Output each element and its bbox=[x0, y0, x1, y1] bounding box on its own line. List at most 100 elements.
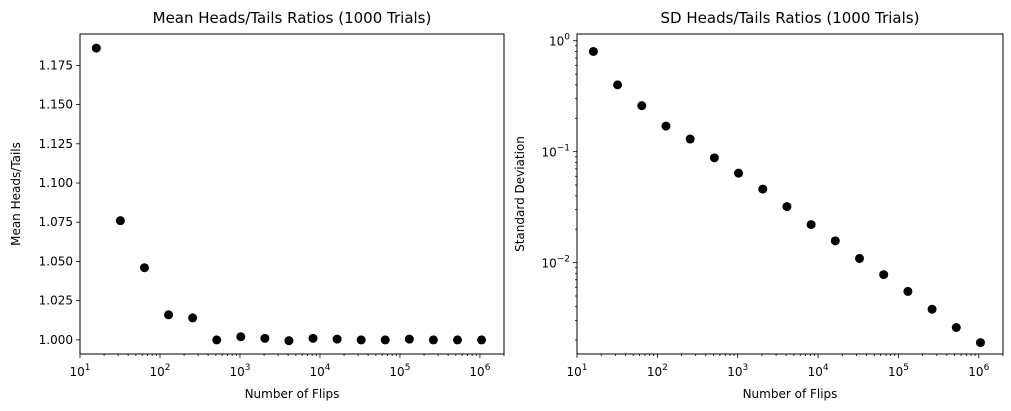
data-point bbox=[806, 220, 816, 230]
x-axis-label: Number of Flips bbox=[743, 387, 838, 401]
y-tick-label: 1.100 bbox=[39, 176, 73, 190]
xtick-tick-base: 10 bbox=[968, 365, 983, 379]
data-point bbox=[188, 313, 198, 323]
data-point bbox=[477, 335, 487, 345]
y-tick-label: 1.075 bbox=[39, 215, 73, 229]
data-point bbox=[212, 335, 222, 345]
xtick-tick-base: 10 bbox=[389, 365, 404, 379]
data-point bbox=[284, 336, 294, 346]
tick-layer: 101 102 103 104 105 1061.0001.0251.0501.0751.… bbox=[39, 58, 505, 379]
xtick-tick-base: 10 bbox=[727, 365, 742, 379]
ytick-tick-base: 10 bbox=[541, 257, 556, 271]
ytick-tick-exponent: −2 bbox=[557, 255, 570, 265]
data-point bbox=[951, 322, 961, 332]
xtick-tick-label: 106 bbox=[968, 363, 989, 379]
data-point bbox=[855, 253, 865, 263]
xtick-tick-label: 104 bbox=[309, 363, 330, 379]
xtick-tick-exponent: 3 bbox=[742, 363, 748, 373]
data-point bbox=[356, 335, 366, 345]
data-point bbox=[428, 335, 438, 345]
data-point bbox=[782, 202, 792, 212]
y-tick-label: 1.150 bbox=[39, 98, 73, 112]
ytick-tick-label: 10−1 bbox=[541, 144, 570, 160]
plot-area-frame bbox=[576, 33, 1004, 355]
xtick-tick-base: 10 bbox=[229, 365, 244, 379]
xtick-tick-exponent: 1 bbox=[582, 363, 588, 373]
data-point bbox=[91, 43, 101, 53]
data-point bbox=[975, 338, 985, 348]
y-tick-label: 1.175 bbox=[39, 58, 73, 72]
xtick-tick-base: 10 bbox=[888, 365, 903, 379]
xtick-tick-label: 101 bbox=[566, 363, 587, 379]
xtick-tick-label: 104 bbox=[808, 363, 829, 379]
xtick-tick-exponent: 2 bbox=[165, 363, 171, 373]
data-point bbox=[903, 286, 913, 296]
y-tick-label: 1.125 bbox=[39, 137, 73, 151]
xtick-tick-exponent: 4 bbox=[325, 363, 331, 373]
ytick-tick-base: 10 bbox=[549, 35, 564, 49]
data-point bbox=[637, 101, 647, 111]
ytick-tick-label: 100 bbox=[549, 33, 570, 49]
data-point bbox=[613, 80, 623, 90]
ytick-tick-base: 10 bbox=[541, 146, 556, 160]
y-tick-label: 1.025 bbox=[39, 294, 73, 308]
ytick-tick-label: 10−2 bbox=[541, 255, 570, 271]
sd-ratio-chart: SD Heads/Tails Ratios (1000 Trials) 101 1… bbox=[513, 9, 1004, 401]
xtick-tick-label: 103 bbox=[229, 363, 250, 379]
ytick-tick-exponent: 0 bbox=[564, 33, 570, 43]
data-points bbox=[91, 43, 487, 346]
xtick-tick-base: 10 bbox=[149, 365, 164, 379]
xtick-tick-label: 101 bbox=[69, 363, 90, 379]
data-point bbox=[661, 121, 671, 131]
xtick-tick-exponent: 1 bbox=[85, 363, 91, 373]
xtick-tick-base: 10 bbox=[69, 365, 84, 379]
xtick-tick-base: 10 bbox=[469, 365, 484, 379]
xtick-tick-exponent: 3 bbox=[245, 363, 251, 373]
xtick-tick-base: 10 bbox=[808, 365, 823, 379]
chart-title: SD Heads/Tails Ratios (1000 Trials) bbox=[661, 9, 920, 27]
data-point bbox=[830, 236, 840, 246]
xtick-tick-label: 102 bbox=[647, 363, 668, 379]
data-point bbox=[380, 335, 390, 345]
data-point bbox=[452, 335, 462, 345]
data-point bbox=[139, 263, 149, 273]
data-point bbox=[758, 184, 768, 194]
xtick-tick-label: 105 bbox=[389, 363, 410, 379]
y-tick-label: 1.050 bbox=[39, 254, 73, 268]
xtick-tick-exponent: 4 bbox=[823, 363, 829, 373]
data-points bbox=[588, 46, 985, 348]
y-tick-label: 1.000 bbox=[39, 333, 73, 347]
data-point bbox=[260, 333, 270, 343]
data-point bbox=[685, 134, 695, 144]
xtick-tick-exponent: 5 bbox=[405, 363, 411, 373]
ytick-tick-exponent: −1 bbox=[557, 144, 570, 154]
xtick-tick-label: 105 bbox=[888, 363, 909, 379]
x-axis-label: Number of Flips bbox=[245, 387, 340, 401]
xtick-tick-base: 10 bbox=[309, 365, 324, 379]
data-point bbox=[879, 270, 889, 280]
data-point bbox=[588, 46, 598, 56]
xtick-tick-base: 10 bbox=[647, 365, 662, 379]
data-point bbox=[709, 153, 719, 163]
xtick-tick-label: 102 bbox=[149, 363, 170, 379]
data-point bbox=[164, 310, 174, 320]
y-axis-label: Standard Deviation bbox=[513, 136, 527, 252]
xtick-tick-label: 103 bbox=[727, 363, 748, 379]
data-point bbox=[927, 304, 937, 314]
mean-ratio-chart: Mean Heads/Tails Ratios (1000 Trials) 10… bbox=[9, 9, 505, 401]
xtick-tick-exponent: 5 bbox=[903, 363, 909, 373]
data-point bbox=[115, 216, 125, 226]
data-point bbox=[308, 333, 318, 343]
data-point bbox=[236, 332, 246, 342]
xtick-tick-base: 10 bbox=[566, 365, 581, 379]
plot-area-frame bbox=[79, 33, 505, 355]
data-point bbox=[332, 334, 342, 344]
chart-title: Mean Heads/Tails Ratios (1000 Trials) bbox=[153, 9, 432, 27]
xtick-tick-exponent: 6 bbox=[485, 363, 491, 373]
xtick-tick-exponent: 2 bbox=[662, 363, 668, 373]
xtick-tick-exponent: 6 bbox=[984, 363, 990, 373]
data-point bbox=[404, 334, 414, 344]
xtick-tick-label: 106 bbox=[469, 363, 490, 379]
